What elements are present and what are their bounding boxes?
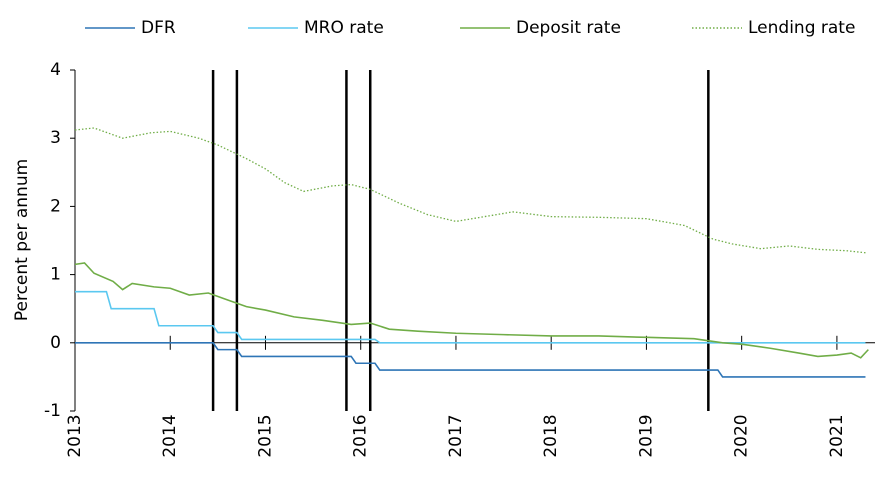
series-line	[74, 262, 869, 359]
x-tick-label: 2016	[351, 414, 371, 457]
x-tick-label: 2019	[636, 414, 656, 457]
x-tick-label: 2018	[541, 414, 561, 457]
x-tick-label: 2013	[65, 414, 85, 457]
y-tick-label: 0	[50, 333, 61, 353]
series-line	[75, 342, 866, 378]
series-line	[74, 127, 866, 254]
x-tick-label: 2014	[160, 414, 180, 457]
y-tick-label: 4	[50, 60, 61, 80]
x-tick-label: 2021	[827, 414, 847, 457]
y-tick-label: 2	[50, 196, 61, 216]
legend-label: MRO rate	[304, 18, 384, 38]
y-tick-label: 3	[50, 128, 61, 148]
y-tick-label: 1	[50, 265, 61, 285]
legend-label: Lending rate	[748, 18, 855, 38]
legend-label: Deposit rate	[516, 18, 621, 38]
y-tick-label: -1	[44, 401, 61, 421]
x-tick-label: 2020	[732, 414, 752, 457]
series-line	[75, 290, 866, 344]
y-axis-label: Percent per annum	[12, 159, 32, 321]
legend-label: DFR	[141, 18, 176, 38]
x-tick-label: 2015	[255, 414, 275, 457]
x-tick-label: 2017	[446, 414, 466, 457]
